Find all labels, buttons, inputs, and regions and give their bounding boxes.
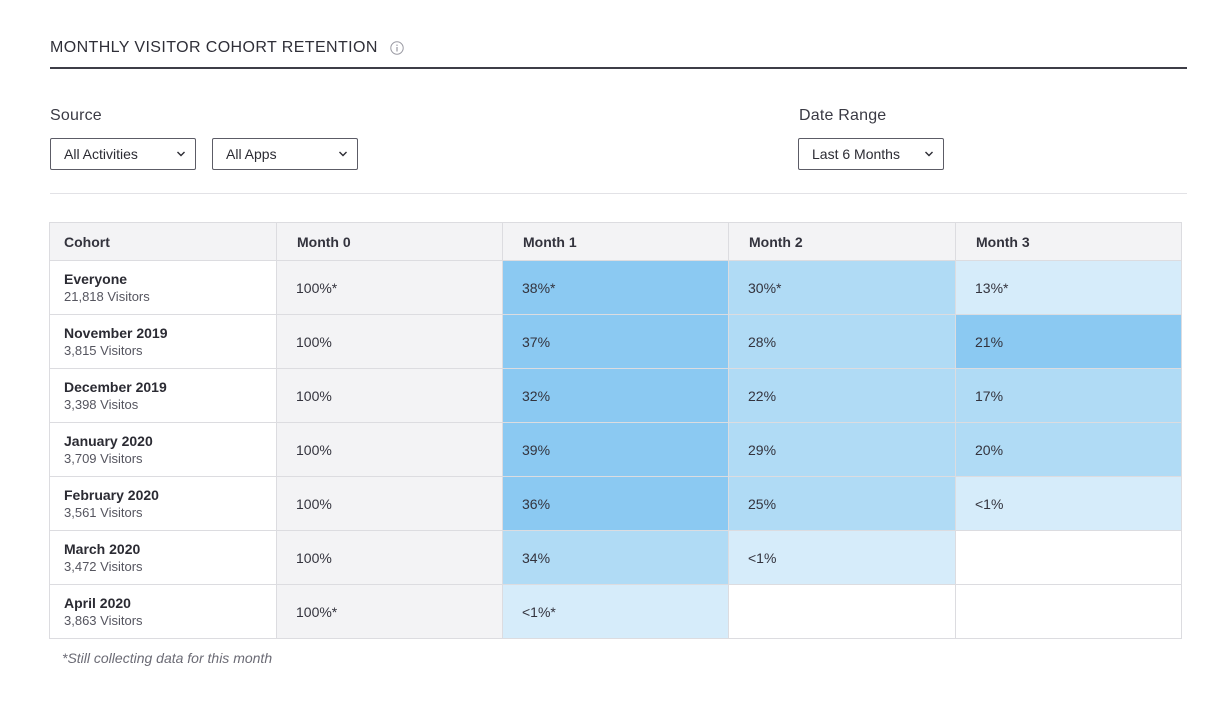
- retention-cell-month-3: <1%: [955, 476, 1182, 531]
- cohort-cell: November 2019 3,815 Visitors: [49, 314, 277, 369]
- source-label: Source: [50, 107, 102, 124]
- apps-select-value: All Apps: [226, 146, 277, 162]
- chevron-down-icon: [177, 151, 185, 157]
- table-row: Everyone 21,818 Visitors 100%* 38%* 30%*…: [49, 260, 1182, 315]
- table-row: January 2020 3,709 Visitors 100% 39% 29%…: [49, 422, 1182, 477]
- cohort-name: January 2020: [64, 433, 153, 449]
- retention-cell-month-1: 32%: [502, 368, 729, 423]
- retention-cell-month-1: <1%*: [502, 584, 729, 639]
- retention-cell-month-3: [955, 584, 1182, 639]
- column-header-month-1: Month 1: [502, 222, 729, 261]
- cohort-visitor-count: 3,398 Visitos: [64, 397, 139, 412]
- cohort-visitor-count: 3,472 Visitors: [64, 559, 143, 574]
- retention-cell-month-1: 34%: [502, 530, 729, 585]
- cohort-cell: March 2020 3,472 Visitors: [49, 530, 277, 585]
- retention-cell-month-3: [955, 530, 1182, 585]
- retention-cell-month-3: 20%: [955, 422, 1182, 477]
- retention-cell-month-2: 29%: [728, 422, 956, 477]
- retention-cell-month-2: [728, 584, 956, 639]
- table-row: December 2019 3,398 Visitos 100% 32% 22%…: [49, 368, 1182, 423]
- cohort-name: Everyone: [64, 271, 128, 287]
- cohort-cell: February 2020 3,561 Visitors: [49, 476, 277, 531]
- retention-cell-month-0: 100%*: [276, 260, 503, 315]
- column-header-cohort: Cohort: [49, 222, 277, 261]
- retention-cell-month-3: 17%: [955, 368, 1182, 423]
- cohort-cell: April 2020 3,863 Visitors: [49, 584, 277, 639]
- table-row: November 2019 3,815 Visitors 100% 37% 28…: [49, 314, 1182, 369]
- retention-cell-month-2: 25%: [728, 476, 956, 531]
- cohort-name: February 2020: [64, 487, 159, 503]
- cohort-cell: December 2019 3,398 Visitos: [49, 368, 277, 423]
- retention-cell-month-3: 21%: [955, 314, 1182, 369]
- cohort-visitor-count: 3,815 Visitors: [64, 343, 143, 358]
- filters-divider: [50, 193, 1187, 194]
- page-title: MONTHLY VISITOR COHORT RETENTION: [50, 39, 378, 56]
- retention-cell-month-0: 100%*: [276, 584, 503, 639]
- cohort-name: March 2020: [64, 541, 141, 557]
- column-header-month-3: Month 3: [955, 222, 1182, 261]
- retention-cell-month-0: 100%: [276, 422, 503, 477]
- date-range-select[interactable]: Last 6 Months: [798, 138, 944, 170]
- table-row: March 2020 3,472 Visitors 100% 34% <1%: [49, 530, 1182, 585]
- activity-select-value: All Activities: [64, 146, 138, 162]
- retention-cell-month-0: 100%: [276, 530, 503, 585]
- table-row: April 2020 3,863 Visitors 100%* <1%*: [49, 584, 1182, 639]
- retention-cell-month-1: 37%: [502, 314, 729, 369]
- retention-cell-month-3: 13%*: [955, 260, 1182, 315]
- date-range-select-value: Last 6 Months: [812, 146, 900, 162]
- cohort-retention-table: Cohort Month 0 Month 1 Month 2 Month 3 E…: [49, 222, 1182, 639]
- column-header-month-0: Month 0: [276, 222, 503, 261]
- retention-cell-month-1: 38%*: [502, 260, 729, 315]
- column-header-month-2: Month 2: [728, 222, 956, 261]
- cohort-name: April 2020: [64, 595, 131, 611]
- cohort-visitor-count: 21,818 Visitors: [64, 289, 150, 304]
- retention-cell-month-0: 100%: [276, 314, 503, 369]
- retention-cell-month-1: 39%: [502, 422, 729, 477]
- cohort-cell: January 2020 3,709 Visitors: [49, 422, 277, 477]
- chevron-down-icon: [339, 151, 347, 157]
- cohort-name: December 2019: [64, 379, 167, 395]
- cohort-visitor-count: 3,561 Visitors: [64, 505, 143, 520]
- cohort-visitor-count: 3,709 Visitors: [64, 451, 143, 466]
- retention-cell-month-2: 22%: [728, 368, 956, 423]
- retention-cell-month-2: 30%*: [728, 260, 956, 315]
- cohort-name: November 2019: [64, 325, 168, 341]
- retention-cell-month-0: 100%: [276, 368, 503, 423]
- cohort-cell: Everyone 21,818 Visitors: [49, 260, 277, 315]
- table-header-row: Cohort Month 0 Month 1 Month 2 Month 3: [49, 222, 1182, 261]
- date-range-label: Date Range: [799, 107, 887, 124]
- section-header: MONTHLY VISITOR COHORT RETENTION: [50, 36, 1187, 69]
- chevron-down-icon: [925, 151, 933, 157]
- cohort-visitor-count: 3,863 Visitors: [64, 613, 143, 628]
- retention-cell-month-1: 36%: [502, 476, 729, 531]
- retention-cell-month-2: 28%: [728, 314, 956, 369]
- table-row: February 2020 3,561 Visitors 100% 36% 25…: [49, 476, 1182, 531]
- retention-cell-month-2: <1%: [728, 530, 956, 585]
- activity-select[interactable]: All Activities: [50, 138, 196, 170]
- retention-cell-month-0: 100%: [276, 476, 503, 531]
- apps-select[interactable]: All Apps: [212, 138, 358, 170]
- footnote: *Still collecting data for this month: [62, 650, 273, 666]
- info-icon[interactable]: [390, 41, 404, 55]
